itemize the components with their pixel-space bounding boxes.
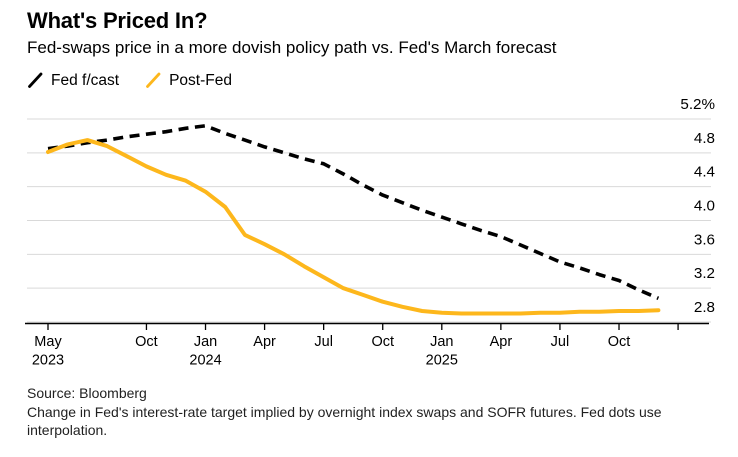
- footnote: Change in Fed's interest-rate target imp…: [27, 403, 662, 439]
- x-tick-year-label: 2024: [189, 353, 221, 369]
- y-tick-label: 4.8: [694, 130, 715, 147]
- x-tick-label: Jul: [551, 334, 570, 350]
- page-title: What's Priced In?: [27, 8, 208, 33]
- x-tick-label: Oct: [135, 334, 158, 350]
- x-tick-label: Jan: [430, 334, 453, 350]
- x-tick-label: Oct: [371, 334, 394, 350]
- x-tick-label: Oct: [608, 334, 631, 350]
- legend-label-fed-fcast: Fed f/cast: [51, 71, 120, 89]
- line-chart: 5.2% 4.8 4.4 4.0 3.6 3.2 2.8 May 2023 Oct Jan 2024 A…: [25, 96, 715, 369]
- x-tick-label: Jan: [194, 334, 217, 350]
- x-tick-label: Jul: [314, 334, 333, 350]
- y-tick-label: 3.2: [694, 265, 715, 282]
- x-tick-label: May: [34, 334, 62, 350]
- legend: Fed f/cast Post-Fed: [27, 71, 232, 90]
- y-tick-label: 3.6: [694, 231, 715, 248]
- y-tick-label: 5.2%: [680, 96, 715, 113]
- series-line-fed-f-cast: [47, 124, 660, 300]
- y-tick-label: 4.0: [694, 197, 715, 214]
- x-tick-label: Apr: [253, 334, 276, 350]
- x-tick-year-label: 2023: [32, 353, 64, 369]
- source-line: Source: Bloomberg: [27, 385, 147, 401]
- y-tick-label: 2.8: [694, 299, 715, 316]
- legend-item-post-fed: Post-Fed: [145, 71, 232, 90]
- chart-subtitle: Fed-swaps price in a more dovish policy …: [27, 38, 557, 57]
- series-line-post-fed: [46, 138, 661, 316]
- legend-item-fed-fcast: Fed f/cast: [27, 71, 119, 90]
- slash-swatch-icon: [146, 72, 161, 88]
- x-tick-year-label: 2025: [426, 353, 458, 369]
- slash-swatch-icon: [28, 72, 43, 88]
- x-tick-label: Apr: [490, 334, 513, 350]
- chart-footer: Source: Bloomberg Change in Fed's intere…: [27, 384, 727, 440]
- y-tick-label: 4.4: [694, 164, 715, 181]
- legend-label-post-fed: Post-Fed: [169, 71, 232, 89]
